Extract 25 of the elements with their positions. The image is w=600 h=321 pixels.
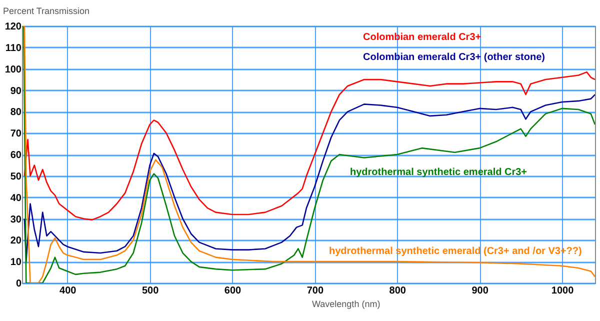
y-axis-title: Percent Transmission	[3, 6, 90, 16]
y-tick-label: 50	[10, 171, 22, 182]
y-tick-label: 20	[10, 236, 22, 247]
y-tick-label: 40	[10, 192, 22, 204]
x-tick-label: 600	[224, 286, 242, 296]
y-tick-label: 100	[4, 64, 22, 76]
line-series	[24, 94, 595, 262]
y-tick-label: 80	[10, 107, 22, 118]
line-series	[22, 26, 595, 283]
y-tick-label: 110	[5, 42, 22, 54]
x-tick-label: 800	[389, 286, 406, 296]
x-tick-label: 900	[472, 286, 489, 296]
y-tick-label: 70	[10, 128, 22, 140]
y-tick-label: 60	[10, 150, 22, 161]
x-tick-label: 500	[142, 286, 160, 296]
y-tick-label: 10	[10, 257, 22, 268]
y-tick-label: 120	[4, 22, 22, 32]
x-tick-label: 1000	[551, 286, 574, 296]
x-tick-label: 700	[306, 286, 324, 296]
x-tick-label: 400	[60, 286, 77, 296]
x-axis-title: Wavelength (nm)	[312, 299, 380, 309]
y-tick-label: 90	[10, 86, 22, 97]
y-tick-label: 0	[16, 278, 22, 290]
line-series	[24, 71, 595, 220]
y-tick-label: 30	[10, 214, 22, 226]
